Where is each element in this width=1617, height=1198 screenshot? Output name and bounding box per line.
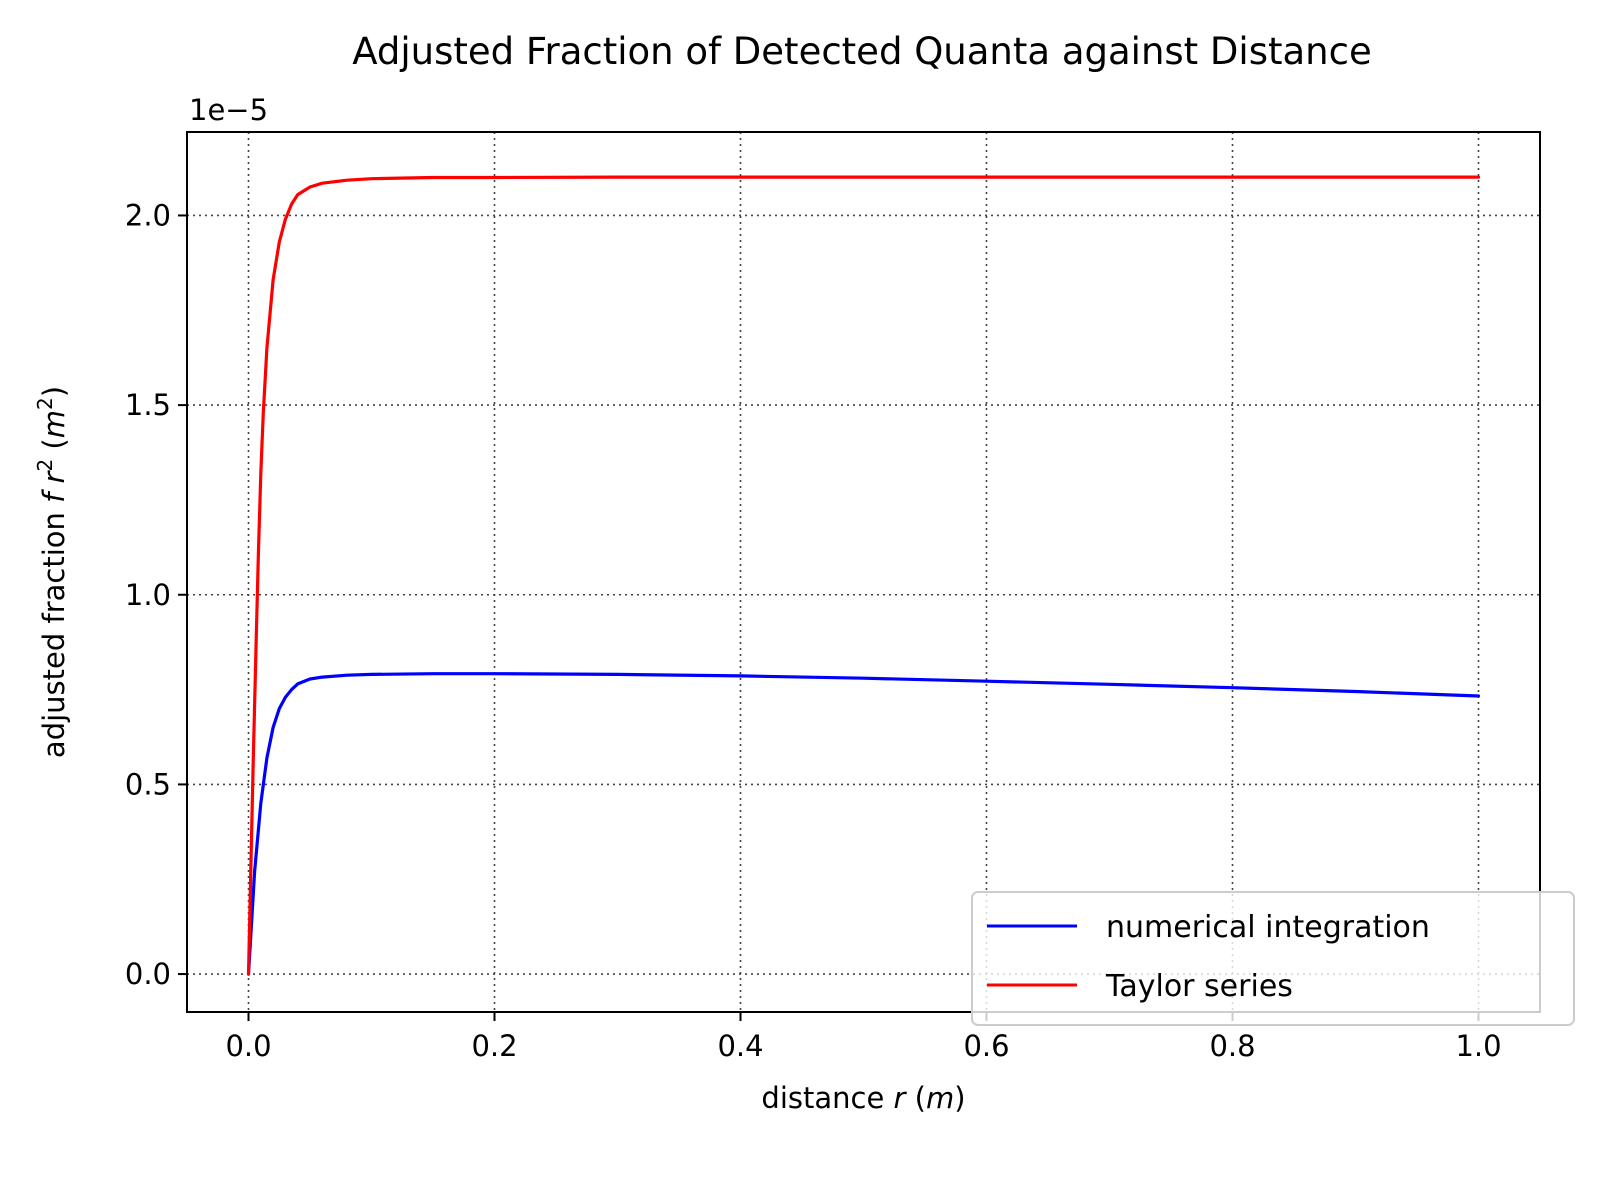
y-tick-label: 0.0	[125, 957, 171, 991]
legend-box	[971, 891, 1575, 1026]
y-axis-label: adjusted fraction f r2 (m2)	[33, 386, 71, 758]
y-tick-label: 0.5	[125, 767, 171, 801]
x-tick-label: 0.8	[1209, 1029, 1255, 1063]
axes-frame	[186, 131, 1541, 1013]
x-axis-label: distance r (m)	[761, 1081, 965, 1115]
x-tick-label: 1.0	[1455, 1029, 1501, 1063]
y-tick-label: 2.0	[125, 198, 171, 232]
x-tick-label: 0.2	[471, 1029, 517, 1063]
x-tick-label: 0.4	[717, 1029, 763, 1063]
series-line-numerical-integration	[246, 672, 1481, 976]
legend-label-taylor-series: Taylor series	[1105, 969, 1293, 1004]
grid	[187, 132, 1540, 1012]
y-tick-label: 1.5	[125, 388, 171, 422]
y-axis-offset-text: 1e−5	[189, 93, 268, 127]
series-line-taylor-series	[246, 175, 1481, 976]
y-axis-ticks: 0.0 0.5 1.0 1.5 2.0	[125, 198, 187, 991]
chart-title: Adjusted Fraction of Detected Quanta aga…	[352, 30, 1371, 73]
x-tick-label: 0.0	[225, 1029, 271, 1063]
legend: numerical integration Taylor series	[971, 891, 1575, 1026]
x-axis-ticks: 0.0 0.2 0.4 0.6 0.8 1.0	[225, 1012, 1502, 1063]
legend-label-numerical-integration: numerical integration	[1106, 910, 1430, 945]
x-tick-label: 0.6	[963, 1029, 1009, 1063]
y-tick-label: 1.0	[125, 578, 171, 612]
plot-series	[246, 175, 1481, 976]
